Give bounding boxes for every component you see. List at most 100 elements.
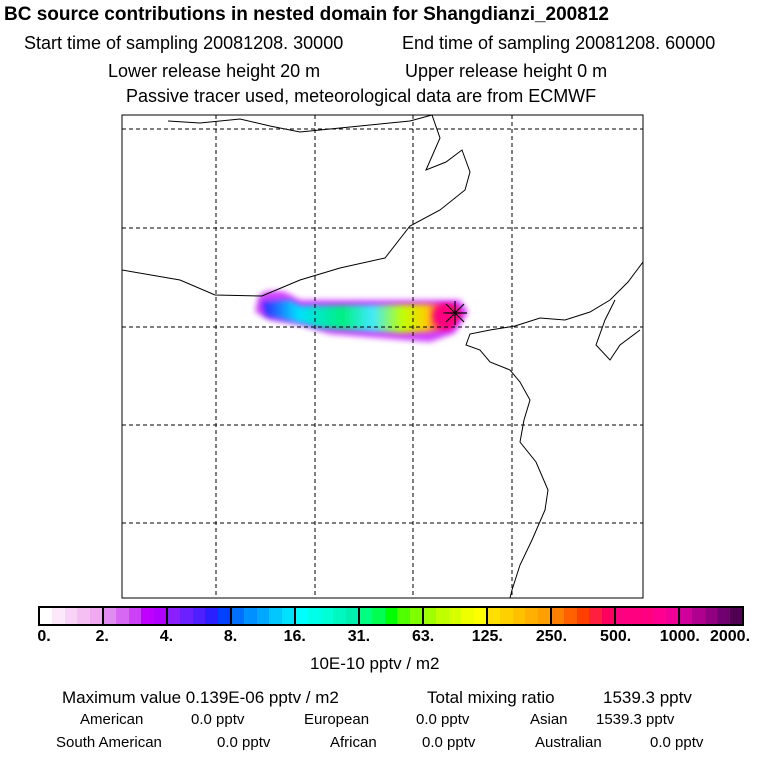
region-name: African — [330, 734, 377, 751]
colorbar-swatch — [717, 608, 730, 624]
colorbar-segment — [488, 608, 552, 624]
colorbar-swatch — [640, 608, 654, 624]
colorbar-swatch — [704, 608, 718, 624]
colorbar-swatch — [360, 608, 373, 624]
colorbar-swatch — [512, 608, 526, 624]
grid-lines — [122, 115, 643, 598]
colorbar-swatch — [256, 608, 270, 624]
region-value: 0.0 pptv — [191, 711, 245, 728]
colorbar-swatch — [168, 608, 181, 624]
region-name: South American — [56, 734, 162, 751]
colorbar-segment — [104, 608, 168, 624]
region-name: European — [304, 711, 370, 728]
plot-title: BC source contributions in nested domain… — [4, 4, 609, 25]
colorbar-segment — [296, 608, 360, 624]
tracer-note: Passive tracer used, meteorological data… — [126, 86, 597, 106]
colorbar-swatch — [552, 608, 565, 624]
colorbar-swatch — [628, 608, 641, 624]
total-mixing-label: Total mixing ratio — [427, 688, 555, 707]
colorbar-tick-label: 2000. — [709, 628, 751, 645]
colorbar-swatch — [576, 608, 590, 624]
region-value: 0.0 pptv — [217, 734, 271, 751]
colorbar-segment — [552, 608, 616, 624]
colorbar-unit: 10E-10 pptv / m2 — [310, 654, 440, 673]
colorbar-swatch — [205, 608, 218, 624]
maximum-value: Maximum value 0.139E-06 pptv / m2 — [62, 688, 339, 707]
colorbar-swatch — [345, 608, 359, 624]
colorbar-segment — [616, 608, 680, 624]
coastlines — [122, 115, 643, 598]
colorbar-swatch — [372, 608, 385, 624]
colorbar-swatch — [564, 608, 577, 624]
colorbar-swatch — [296, 608, 309, 624]
colorbar-swatch — [397, 608, 410, 624]
colorbar-tick-label: 63. — [411, 628, 435, 645]
map-frame — [121, 114, 644, 599]
colorbar-tick-label: 250. — [535, 628, 568, 645]
start-time: Start time of sampling 20081208. 30000 — [24, 33, 344, 53]
station-marker-icon — [443, 301, 467, 325]
colorbar-swatch — [589, 608, 602, 624]
colorbar-swatch — [320, 608, 334, 624]
colorbar-swatch — [461, 608, 474, 624]
region-name: Australian — [535, 734, 602, 751]
colorbar-swatch — [232, 608, 245, 624]
colorbar-swatch — [473, 608, 487, 624]
colorbar-segment — [232, 608, 296, 624]
colorbar-swatch — [153, 608, 167, 624]
colorbar-swatch — [244, 608, 257, 624]
colorbar-tick-label: 16. — [283, 628, 306, 645]
colorbar-tick-label: 0. — [37, 628, 51, 645]
colorbar-swatch — [180, 608, 193, 624]
colorbar-swatch — [665, 608, 679, 624]
colorbar-tick-label: 500. — [600, 628, 632, 645]
colorbar-swatch — [616, 608, 629, 624]
colorbar-tick-label: 31. — [347, 628, 371, 645]
colorbar-swatch — [424, 608, 437, 624]
colorbar-swatch — [77, 608, 90, 624]
colorbar-segment — [424, 608, 488, 624]
region-name: American — [80, 711, 144, 728]
colorbar-tick-label: 1000. — [659, 628, 700, 645]
colorbar-swatch — [653, 608, 666, 624]
colorbar-swatch — [64, 608, 78, 624]
colorbar-swatch — [192, 608, 206, 624]
colorbar-swatch — [104, 608, 117, 624]
colorbar-swatch — [384, 608, 398, 624]
total-mixing-value: 1539.3 pptv — [603, 688, 692, 707]
colorbar-swatch — [333, 608, 346, 624]
colorbar-swatch — [217, 608, 231, 624]
colorbar-swatch — [40, 608, 53, 624]
colorbar-swatch — [448, 608, 462, 624]
colorbar-swatch — [680, 608, 693, 624]
colorbar-swatch — [729, 608, 743, 624]
region-value: 0.0 pptv — [416, 711, 470, 728]
colorbar-segment — [40, 608, 104, 624]
colorbar-swatch — [409, 608, 423, 624]
colorbar-swatch — [269, 608, 282, 624]
region-value: 1539.3 pptv — [596, 711, 675, 728]
colorbar-swatch — [488, 608, 501, 624]
plume — [255, 290, 468, 342]
end-time: End time of sampling 20081208. 60000 — [402, 33, 716, 53]
region-name: Asian — [530, 711, 568, 728]
colorbar-tick-label: 4. — [159, 628, 174, 645]
colorbar-tick-label: 8. — [223, 628, 238, 645]
colorbar-tick-label: 2. — [95, 628, 109, 645]
region-value: 0.0 pptv — [422, 734, 476, 751]
colorbar-swatch — [141, 608, 154, 624]
colorbar-swatch — [308, 608, 321, 624]
colorbar-swatch — [525, 608, 538, 624]
colorbar-tick-label: 125. — [471, 628, 503, 645]
region-value: 0.0 pptv — [650, 734, 704, 751]
colorbar-swatch — [692, 608, 705, 624]
colorbar-swatch — [89, 608, 103, 624]
colorbar-segment — [360, 608, 424, 624]
colorbar — [38, 606, 744, 626]
colorbar-swatch — [601, 608, 615, 624]
colorbar-swatch — [116, 608, 129, 624]
colorbar-swatch — [128, 608, 142, 624]
colorbar-segment — [680, 608, 743, 624]
colorbar-swatch — [500, 608, 513, 624]
